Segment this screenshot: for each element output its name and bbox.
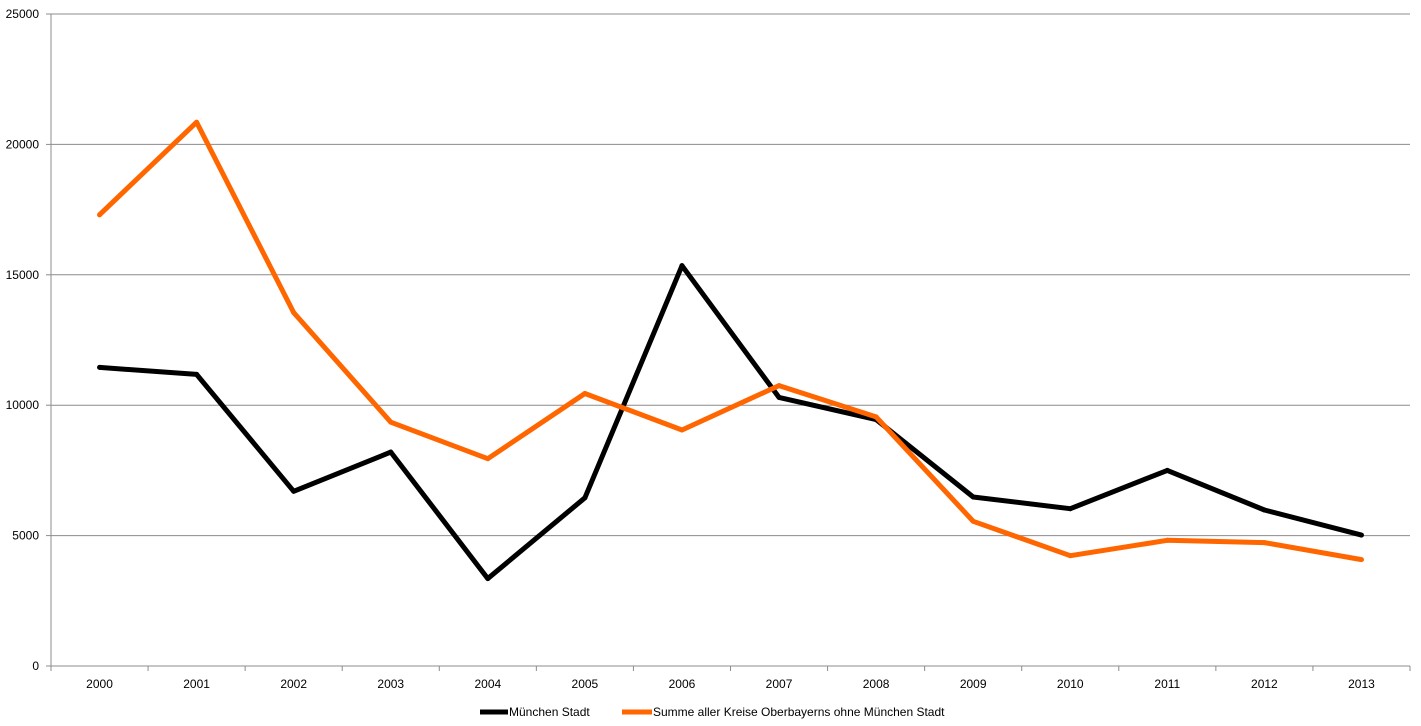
data-point — [97, 364, 103, 370]
data-point — [776, 394, 782, 400]
x-tick-label: 2012 — [1251, 677, 1278, 691]
x-tick-label: 2013 — [1348, 677, 1375, 691]
data-point — [194, 371, 200, 377]
series-line-0 — [99, 263, 1363, 582]
x-tick-label: 2001 — [183, 677, 210, 691]
legend-label-0: München Stadt — [509, 705, 590, 719]
data-point — [1067, 553, 1073, 559]
data-point — [970, 494, 976, 500]
data-point — [970, 518, 976, 524]
x-tick-label: 2007 — [766, 677, 793, 691]
y-tick-label: 5000 — [12, 529, 39, 543]
x-tick-label: 2000 — [86, 677, 113, 691]
axes — [46, 13, 1411, 671]
y-tick-label: 25000 — [6, 7, 40, 21]
data-point — [1358, 532, 1364, 538]
x-axis-ticks: 2000 2001 2002 2003 2004 2005 2006 2007 2008 2009… — [86, 677, 1375, 691]
x-tick-label: 2008 — [863, 677, 890, 691]
x-tick-label: 2003 — [377, 677, 404, 691]
data-point — [485, 456, 491, 462]
y-tick-label: 0 — [32, 659, 39, 673]
series-lines — [97, 119, 1364, 582]
gridlines — [51, 13, 1410, 537]
data-point — [388, 449, 394, 455]
data-point — [679, 263, 685, 269]
data-point — [582, 495, 588, 501]
y-axis-ticks: 0 5000 10000 15000 20000 25000 — [6, 7, 40, 673]
series-line-1 — [97, 119, 1362, 563]
data-point — [97, 212, 103, 218]
data-point — [1164, 537, 1170, 543]
data-point — [873, 414, 879, 420]
data-point — [291, 488, 297, 494]
x-tick-label: 2011 — [1154, 677, 1180, 691]
legend-label-1: Summe aller Kreise Oberbayerns ohne Münc… — [653, 705, 945, 719]
legend: München Stadt Summe aller Kreise Oberbaye… — [480, 705, 945, 719]
data-point — [194, 119, 200, 125]
data-point — [679, 427, 685, 433]
data-point — [1164, 467, 1170, 473]
x-tick-label: 2010 — [1057, 677, 1084, 691]
data-point — [1067, 506, 1073, 512]
data-point — [485, 576, 491, 582]
y-tick-label: 20000 — [6, 137, 40, 151]
x-tick-label: 2009 — [960, 677, 987, 691]
data-point — [1261, 540, 1267, 546]
x-tick-label: 2004 — [474, 677, 501, 691]
data-point — [582, 390, 588, 396]
data-point — [388, 419, 394, 425]
data-point — [1358, 557, 1364, 563]
x-tick-label: 2006 — [669, 677, 696, 691]
data-point — [1261, 507, 1267, 513]
data-point — [291, 310, 297, 316]
x-tick-label: 2002 — [280, 677, 307, 691]
x-tick-label: 2005 — [572, 677, 599, 691]
data-point — [776, 383, 782, 389]
y-tick-label: 10000 — [6, 398, 40, 412]
y-tick-label: 15000 — [6, 268, 40, 282]
